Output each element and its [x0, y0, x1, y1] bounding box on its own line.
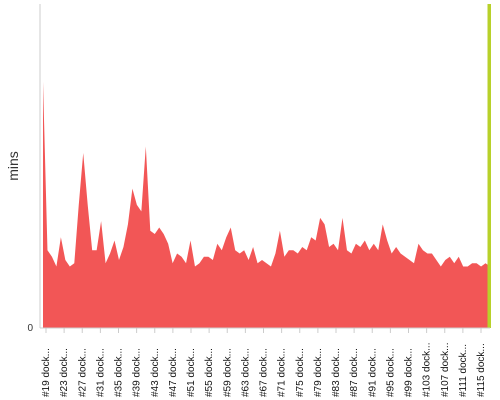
x-tick-label-4: #35 dock... [114, 348, 125, 397]
y-axis-label: mins [5, 151, 21, 181]
x-tick-label-9: #55 dock... [204, 348, 215, 397]
x-tick-label-0: #19 dock... [41, 348, 52, 397]
x-tick-label-7: #47 dock... [168, 348, 179, 397]
x-tick-label-5: #39 dock... [132, 348, 143, 397]
x-tick-label-24: #115 dock... [476, 343, 487, 397]
x-tick-label-10: #59 dock... [222, 348, 233, 397]
x-tick-label-16: #83 dock... [331, 348, 342, 397]
series-layer [43, 4, 491, 328]
series-area-0 [43, 81, 490, 328]
x-tick-label-15: #79 dock... [313, 348, 324, 397]
x-tick-label-8: #51 dock... [186, 348, 197, 397]
x-tick-label-19: #95 dock... [385, 348, 396, 397]
x-tick-label-3: #31 dock... [95, 348, 106, 397]
y-tick-label-0: 0 [27, 323, 33, 334]
x-tick-label-14: #75 dock... [295, 348, 306, 397]
x-tick-label-21: #103 dock... [422, 343, 433, 397]
series-area-1 [487, 4, 491, 328]
x-tick-label-12: #67 dock... [259, 348, 270, 397]
x-tick-label-23: #111 dock... [458, 344, 469, 397]
x-tick-label-13: #71 dock... [277, 348, 288, 397]
x-tick-label-6: #43 dock... [150, 348, 161, 397]
x-tick-labels: #19 dock... #23 dock... #27 dock... #31 doc… [41, 328, 487, 397]
x-tick-label-20: #99 dock... [404, 348, 415, 397]
x-tick-label-17: #87 dock... [349, 348, 360, 397]
x-tick-label-18: #91 dock... [367, 348, 378, 397]
x-tick-label-22: #107 dock... [440, 343, 451, 397]
x-tick-label-11: #63 dock... [240, 348, 251, 397]
x-tick-label-2: #27 dock... [77, 348, 88, 397]
x-tick-label-1: #23 dock... [59, 348, 70, 397]
